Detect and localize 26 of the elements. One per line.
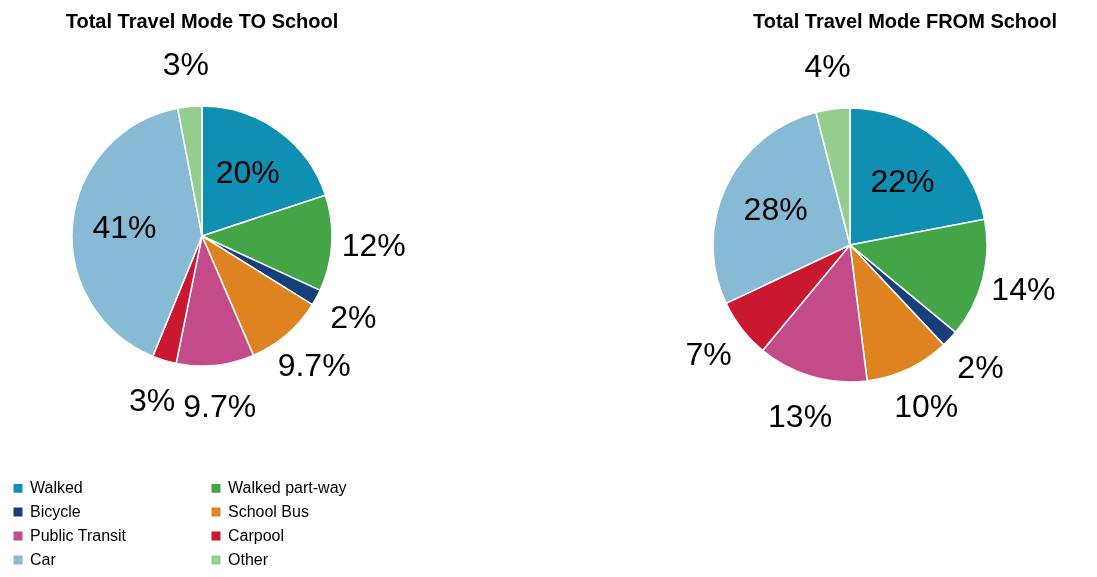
- legend-label: Walked: [30, 479, 83, 497]
- chart-title: Total Travel Mode FROM School: [752, 10, 1058, 32]
- data-label: 14%: [991, 270, 1056, 307]
- data-label: 28%: [743, 191, 808, 227]
- data-label: 41%: [92, 209, 157, 246]
- data-label: 7%: [685, 335, 732, 372]
- data-label: 3%: [162, 45, 209, 82]
- legend-label: Bicycle: [30, 503, 81, 520]
- legend-label: Walked part-way: [228, 479, 347, 497]
- legend-label: Other: [228, 551, 269, 568]
- data-label: 2%: [330, 298, 377, 335]
- data-label: 10%: [894, 387, 959, 424]
- data-label: 12%: [341, 226, 406, 263]
- data-label: 20%: [215, 153, 280, 190]
- chart-title: Total Travel Mode TO School: [65, 10, 339, 32]
- legend-label: Public Transit: [30, 527, 127, 544]
- data-label: 4%: [804, 48, 851, 85]
- data-label: 2%: [957, 348, 1004, 385]
- data-label: 9.7%: [277, 347, 351, 384]
- legend-label: Car: [30, 551, 57, 568]
- data-label: 3%: [129, 381, 176, 418]
- legend-label: Carpool: [228, 527, 285, 544]
- legend-label: School Bus: [228, 503, 309, 520]
- data-label: 22%: [870, 162, 935, 199]
- data-label: 9.7%: [183, 388, 257, 425]
- data-label: 13%: [768, 397, 833, 434]
